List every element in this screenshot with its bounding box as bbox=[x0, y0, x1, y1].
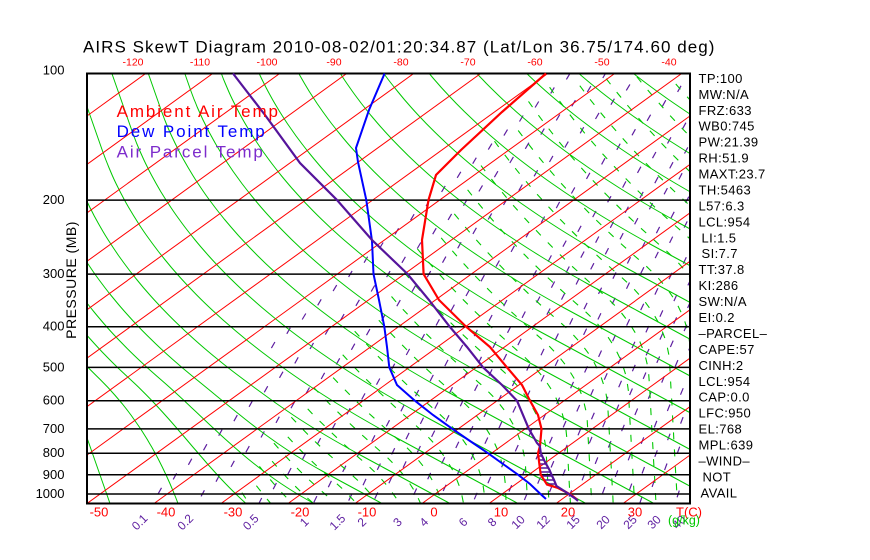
svg-text:-50: -50 bbox=[90, 505, 109, 520]
svg-text:-100: -100 bbox=[256, 57, 277, 69]
svg-text:–WIND–: –WIND– bbox=[699, 454, 751, 469]
svg-text:CAP:0.0: CAP:0.0 bbox=[699, 390, 750, 405]
svg-text:-70: -70 bbox=[460, 57, 475, 69]
svg-text:10: 10 bbox=[494, 505, 508, 520]
svg-text:-40: -40 bbox=[157, 505, 176, 520]
svg-text:500: 500 bbox=[43, 359, 65, 374]
svg-text:-110: -110 bbox=[190, 57, 210, 69]
svg-text:Ambient Air Temp: Ambient Air Temp bbox=[117, 102, 280, 121]
svg-text:EI:0.2: EI:0.2 bbox=[699, 310, 735, 325]
svg-text:PRESSURE (MB): PRESSURE (MB) bbox=[63, 221, 79, 339]
svg-text:CINH:2: CINH:2 bbox=[699, 358, 744, 373]
svg-text:(g/kg): (g/kg) bbox=[668, 514, 700, 528]
svg-text:300: 300 bbox=[43, 266, 65, 281]
svg-text:NOT: NOT bbox=[703, 469, 732, 484]
svg-text:-80: -80 bbox=[393, 57, 408, 69]
svg-text:PW:21.39: PW:21.39 bbox=[699, 135, 759, 150]
svg-text:TH:5463: TH:5463 bbox=[699, 183, 752, 198]
svg-text:-10: -10 bbox=[358, 505, 377, 520]
svg-text:700: 700 bbox=[43, 421, 65, 436]
svg-text:200: 200 bbox=[43, 192, 65, 207]
svg-text:-60: -60 bbox=[527, 57, 542, 69]
svg-text:RH:51.9: RH:51.9 bbox=[699, 151, 750, 166]
svg-text:–PARCEL–: –PARCEL– bbox=[699, 326, 768, 341]
svg-text:-30: -30 bbox=[224, 505, 243, 520]
svg-text:EL:768: EL:768 bbox=[699, 422, 743, 437]
svg-text:SI:7.7: SI:7.7 bbox=[702, 246, 738, 261]
svg-text:-90: -90 bbox=[326, 57, 341, 69]
svg-text:600: 600 bbox=[43, 393, 65, 408]
svg-text:TP:100: TP:100 bbox=[699, 71, 743, 86]
svg-text:AIRS SkewT Diagram 2010-08-02/: AIRS SkewT Diagram 2010-08-02/01:20:34.8… bbox=[83, 38, 715, 57]
svg-text:Dew Point Temp: Dew Point Temp bbox=[117, 122, 267, 141]
svg-text:FRZ:633: FRZ:633 bbox=[699, 103, 752, 118]
svg-text:100: 100 bbox=[43, 63, 65, 78]
svg-text:SW:N/A: SW:N/A bbox=[699, 294, 747, 309]
svg-text:20: 20 bbox=[561, 505, 575, 520]
svg-text:800: 800 bbox=[43, 445, 65, 460]
svg-text:LCL:954: LCL:954 bbox=[699, 214, 751, 229]
svg-text:-20: -20 bbox=[291, 505, 310, 520]
svg-text:WB0:745: WB0:745 bbox=[699, 119, 755, 134]
svg-text:30: 30 bbox=[628, 505, 642, 520]
svg-text:LCL:954: LCL:954 bbox=[699, 374, 751, 389]
svg-text:400: 400 bbox=[43, 319, 65, 334]
svg-text:Air Parcel Temp: Air Parcel Temp bbox=[117, 142, 265, 161]
svg-text:-40: -40 bbox=[661, 57, 676, 69]
svg-text:MPL:639: MPL:639 bbox=[699, 438, 754, 453]
svg-text:LI:1.5: LI:1.5 bbox=[702, 230, 737, 245]
svg-text:KI:286: KI:286 bbox=[699, 278, 739, 293]
svg-text:TT:37.8: TT:37.8 bbox=[699, 262, 745, 277]
svg-text:-50: -50 bbox=[594, 57, 609, 69]
svg-text:0: 0 bbox=[430, 505, 437, 520]
svg-text:-120: -120 bbox=[122, 57, 143, 69]
svg-text:1000: 1000 bbox=[36, 486, 65, 501]
svg-text:CAPE:57: CAPE:57 bbox=[699, 342, 755, 357]
svg-text:L57:6.3: L57:6.3 bbox=[699, 198, 745, 213]
svg-text:T(C): T(C) bbox=[676, 505, 702, 520]
svg-text:LFC:950: LFC:950 bbox=[699, 406, 752, 421]
svg-text:MAXT:23.7: MAXT:23.7 bbox=[699, 167, 766, 182]
svg-text:900: 900 bbox=[43, 467, 65, 482]
svg-text:AVAIL: AVAIL bbox=[701, 485, 738, 500]
svg-text:MW:N/A: MW:N/A bbox=[699, 87, 750, 102]
